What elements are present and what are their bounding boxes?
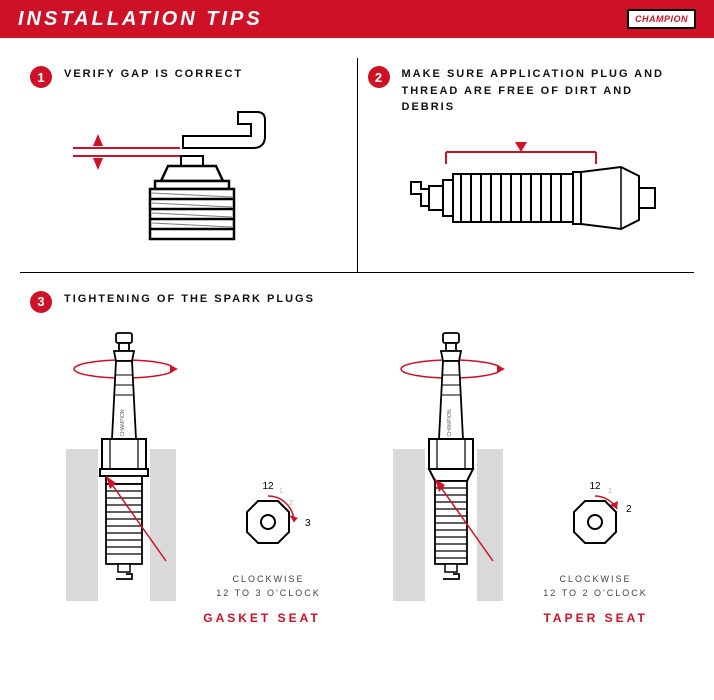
svg-text:2: 2 — [289, 500, 293, 507]
gasket-dial: 12 1 2 3 — [223, 479, 313, 559]
step-1-badge: 1 — [30, 66, 52, 88]
gasket-seat-label: GASKET SEAT — [66, 611, 320, 625]
thread-diagram — [391, 134, 661, 254]
step-2-text: Make sure application plug and thread ar… — [402, 66, 685, 116]
page-title: INSTALLATION TIPS — [18, 8, 263, 31]
step-2: 2 Make sure application plug and thread … — [357, 58, 695, 272]
step-3-pair: CHAMPION — [30, 331, 684, 625]
caption-line2: 12 TO 3 O'CLOCK — [216, 588, 320, 598]
header-bar: INSTALLATION TIPS CHAMPION — [0, 0, 714, 38]
caption-line1: CLOCKWISE — [559, 574, 631, 584]
step-1-illustration — [30, 106, 347, 246]
gasket-plug: CHAMPION — [66, 331, 196, 601]
taper-seat-label: TAPER SEAT — [393, 611, 647, 625]
taper-group: CHAMPION — [393, 331, 647, 625]
gasket-dial-col: 12 1 2 3 CLOCKWISE — [216, 479, 320, 601]
svg-text:1: 1 — [608, 488, 612, 495]
taper-dial: 12 1 2 — [550, 479, 640, 559]
svg-text:2: 2 — [626, 504, 632, 515]
taper-plug-col: CHAMPION — [393, 331, 647, 601]
step-3: 3 Tightening of the spark plugs — [20, 273, 694, 643]
svg-text:CHAMPION: CHAMPION — [447, 409, 453, 436]
step-2-head: 2 Make sure application plug and thread … — [368, 66, 685, 116]
step-1-text: Verify gap is correct — [64, 66, 243, 83]
svg-text:1: 1 — [279, 488, 283, 495]
taper-caption: CLOCKWISE 12 TO 2 O'CLOCK — [543, 572, 647, 601]
row-top: 1 Verify gap is correct — [20, 58, 694, 272]
content: 1 Verify gap is correct — [0, 38, 714, 653]
caption-line1: CLOCKWISE — [232, 574, 304, 584]
brand-logo: CHAMPION — [627, 9, 696, 29]
step-1: 1 Verify gap is correct — [20, 58, 357, 272]
svg-text:CHAMPION: CHAMPION — [120, 409, 126, 436]
step-1-head: 1 Verify gap is correct — [30, 66, 347, 88]
taper-plug: CHAMPION — [393, 331, 523, 601]
caption-line2: 12 TO 2 O'CLOCK — [543, 588, 647, 598]
step-3-badge: 3 — [30, 291, 52, 313]
gasket-caption: CLOCKWISE 12 TO 3 O'CLOCK — [216, 572, 320, 601]
step-2-illustration — [368, 134, 685, 254]
gap-diagram — [58, 106, 318, 246]
gasket-plug-col: CHAMPION — [66, 331, 320, 601]
step-3-head: 3 Tightening of the spark plugs — [30, 291, 684, 313]
step-2-badge: 2 — [368, 66, 390, 88]
dial-top-label: 12 — [263, 481, 275, 492]
taper-dial-col: 12 1 2 CLOCKWISE 12 TO 2 O'CLOCK — [543, 479, 647, 601]
dial-end-label: 3 — [305, 518, 311, 529]
gasket-group: CHAMPION — [66, 331, 320, 625]
step-3-text: Tightening of the spark plugs — [64, 291, 315, 308]
svg-text:12: 12 — [590, 481, 602, 492]
